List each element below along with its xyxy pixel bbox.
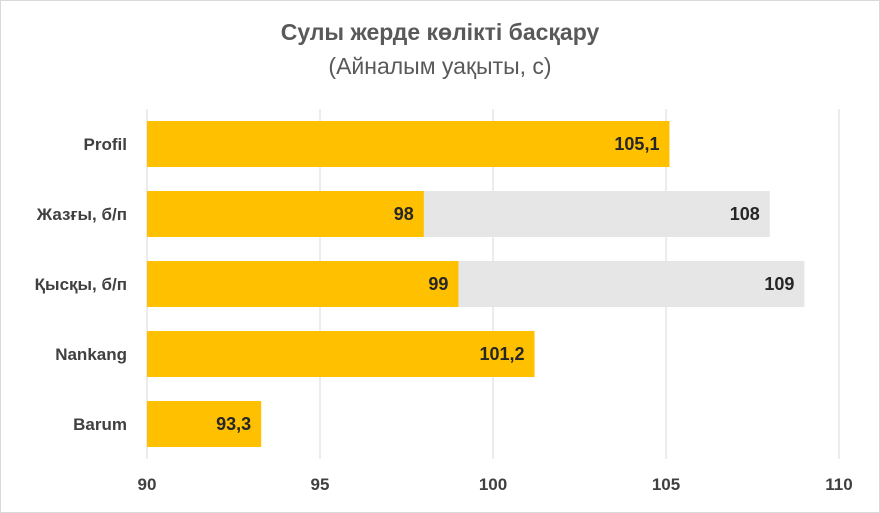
category-label-0: Profil	[84, 135, 127, 154]
bar-s0-2	[147, 261, 459, 307]
data-label-s1-1: 108	[730, 204, 760, 224]
data-label-s0-3: 101,2	[479, 344, 524, 364]
bar-s0-1	[147, 191, 424, 237]
x-tick-label-1: 95	[311, 475, 330, 494]
bar-s0-3	[147, 331, 535, 377]
data-label-s1-2: 109	[764, 274, 794, 294]
chart-subtitle: (Айналым уақыты, с)	[328, 53, 552, 79]
x-tick-label-3: 105	[652, 475, 680, 494]
data-label-s0-0: 105,1	[614, 134, 659, 154]
chart-title: Сулы жерде көлікті басқару	[280, 19, 600, 45]
data-label-s0-1: 98	[394, 204, 414, 224]
category-label-3: Nankang	[55, 345, 127, 364]
x-tick-label-2: 100	[479, 475, 507, 494]
data-label-s0-2: 99	[428, 274, 448, 294]
category-label-4: Barum	[73, 415, 127, 434]
category-label-2: Қысқы, б/п	[35, 275, 127, 294]
bar-s0-0	[147, 121, 670, 167]
bar-s0-4	[147, 401, 262, 447]
category-label-1: Жазғы, б/п	[36, 205, 127, 224]
x-tick-label-0: 90	[138, 475, 157, 494]
x-tick-label-4: 110	[825, 475, 852, 494]
data-label-s0-4: 93,3	[216, 414, 251, 434]
